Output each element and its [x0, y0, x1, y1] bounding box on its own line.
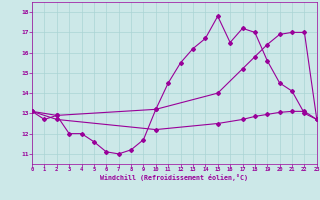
X-axis label: Windchill (Refroidissement éolien,°C): Windchill (Refroidissement éolien,°C)	[100, 174, 248, 181]
